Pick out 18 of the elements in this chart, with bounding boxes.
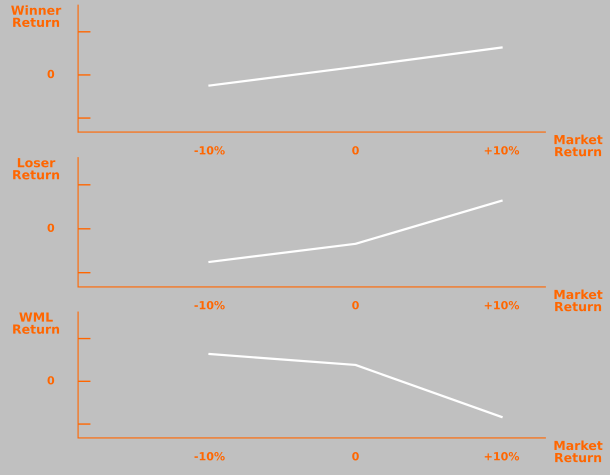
x-tick-label: 0 [352, 300, 359, 310]
x-tick-label: -10% [194, 300, 225, 310]
x-tick-label: 0 [352, 452, 359, 460]
x-tick-label: +10% [484, 300, 520, 310]
x-tick-label: -10% [194, 452, 225, 460]
x-axis-title: Market Return [554, 134, 602, 156]
x-tick-label: +10% [484, 452, 520, 460]
y-axis-title: Winner Return [11, 5, 62, 27]
text: 0 [48, 224, 54, 232]
y-axis-title: WML Return [13, 312, 60, 334]
x-tick-label: -10% [194, 146, 225, 155]
x-tick-label: +10% [484, 146, 520, 155]
x-axis-title: Market Return [554, 440, 602, 462]
text: 0 [48, 376, 54, 385]
x-axis-title: Market Return [554, 289, 602, 312]
x-tick-label: 0 [352, 146, 359, 155]
text: 0 [48, 70, 54, 78]
y-axis-title: Loser Return [13, 158, 60, 180]
